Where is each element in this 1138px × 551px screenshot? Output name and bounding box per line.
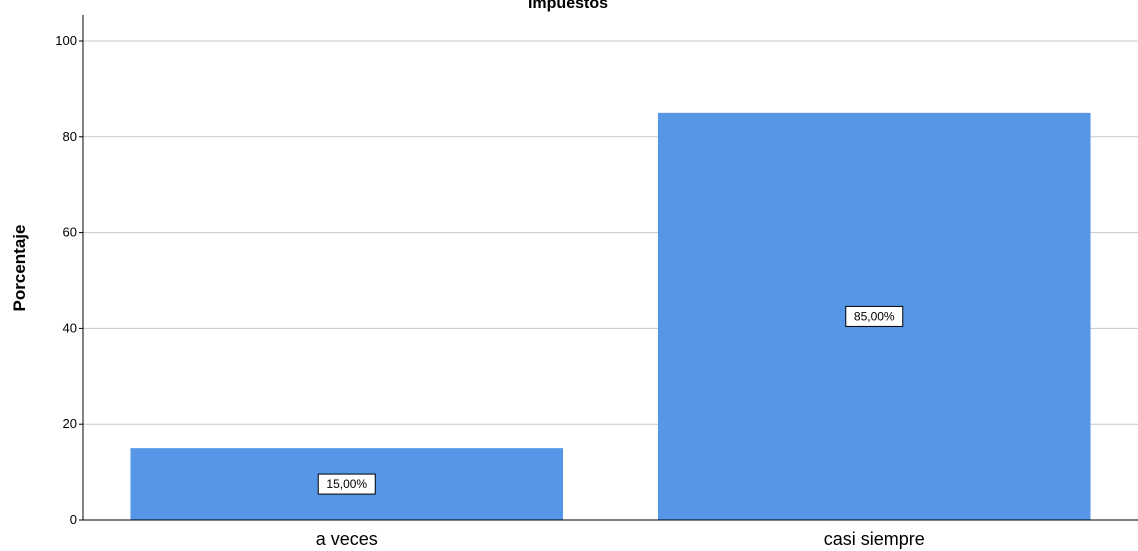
chart-title: Impuestos: [528, 0, 608, 12]
x-tick-labels: a veces casi siempre: [316, 529, 925, 549]
data-label: 85,00%: [854, 309, 895, 323]
data-label-box: [845, 305, 904, 327]
data-labels: 15,00% 85,00%: [317, 305, 904, 495]
y-axis-label: Porcentaje: [10, 225, 29, 312]
data-label-box: [317, 473, 376, 495]
y-tick-label: 0: [70, 512, 77, 527]
y-tick-label: 80: [63, 129, 77, 144]
bars: [130, 112, 1091, 520]
data-label: 15,00%: [326, 477, 367, 491]
y-tick-label: 60: [63, 225, 77, 240]
axes: [82, 15, 1138, 521]
y-tick-label: 20: [63, 416, 77, 431]
x-tick-label: a veces: [316, 529, 378, 549]
y-tick-label: 40: [63, 320, 77, 335]
y-tick-labels: 0 20 40 60 80 100: [55, 33, 83, 527]
x-tick-label: casi siempre: [824, 529, 925, 549]
y-tick-label: 100: [55, 33, 77, 48]
